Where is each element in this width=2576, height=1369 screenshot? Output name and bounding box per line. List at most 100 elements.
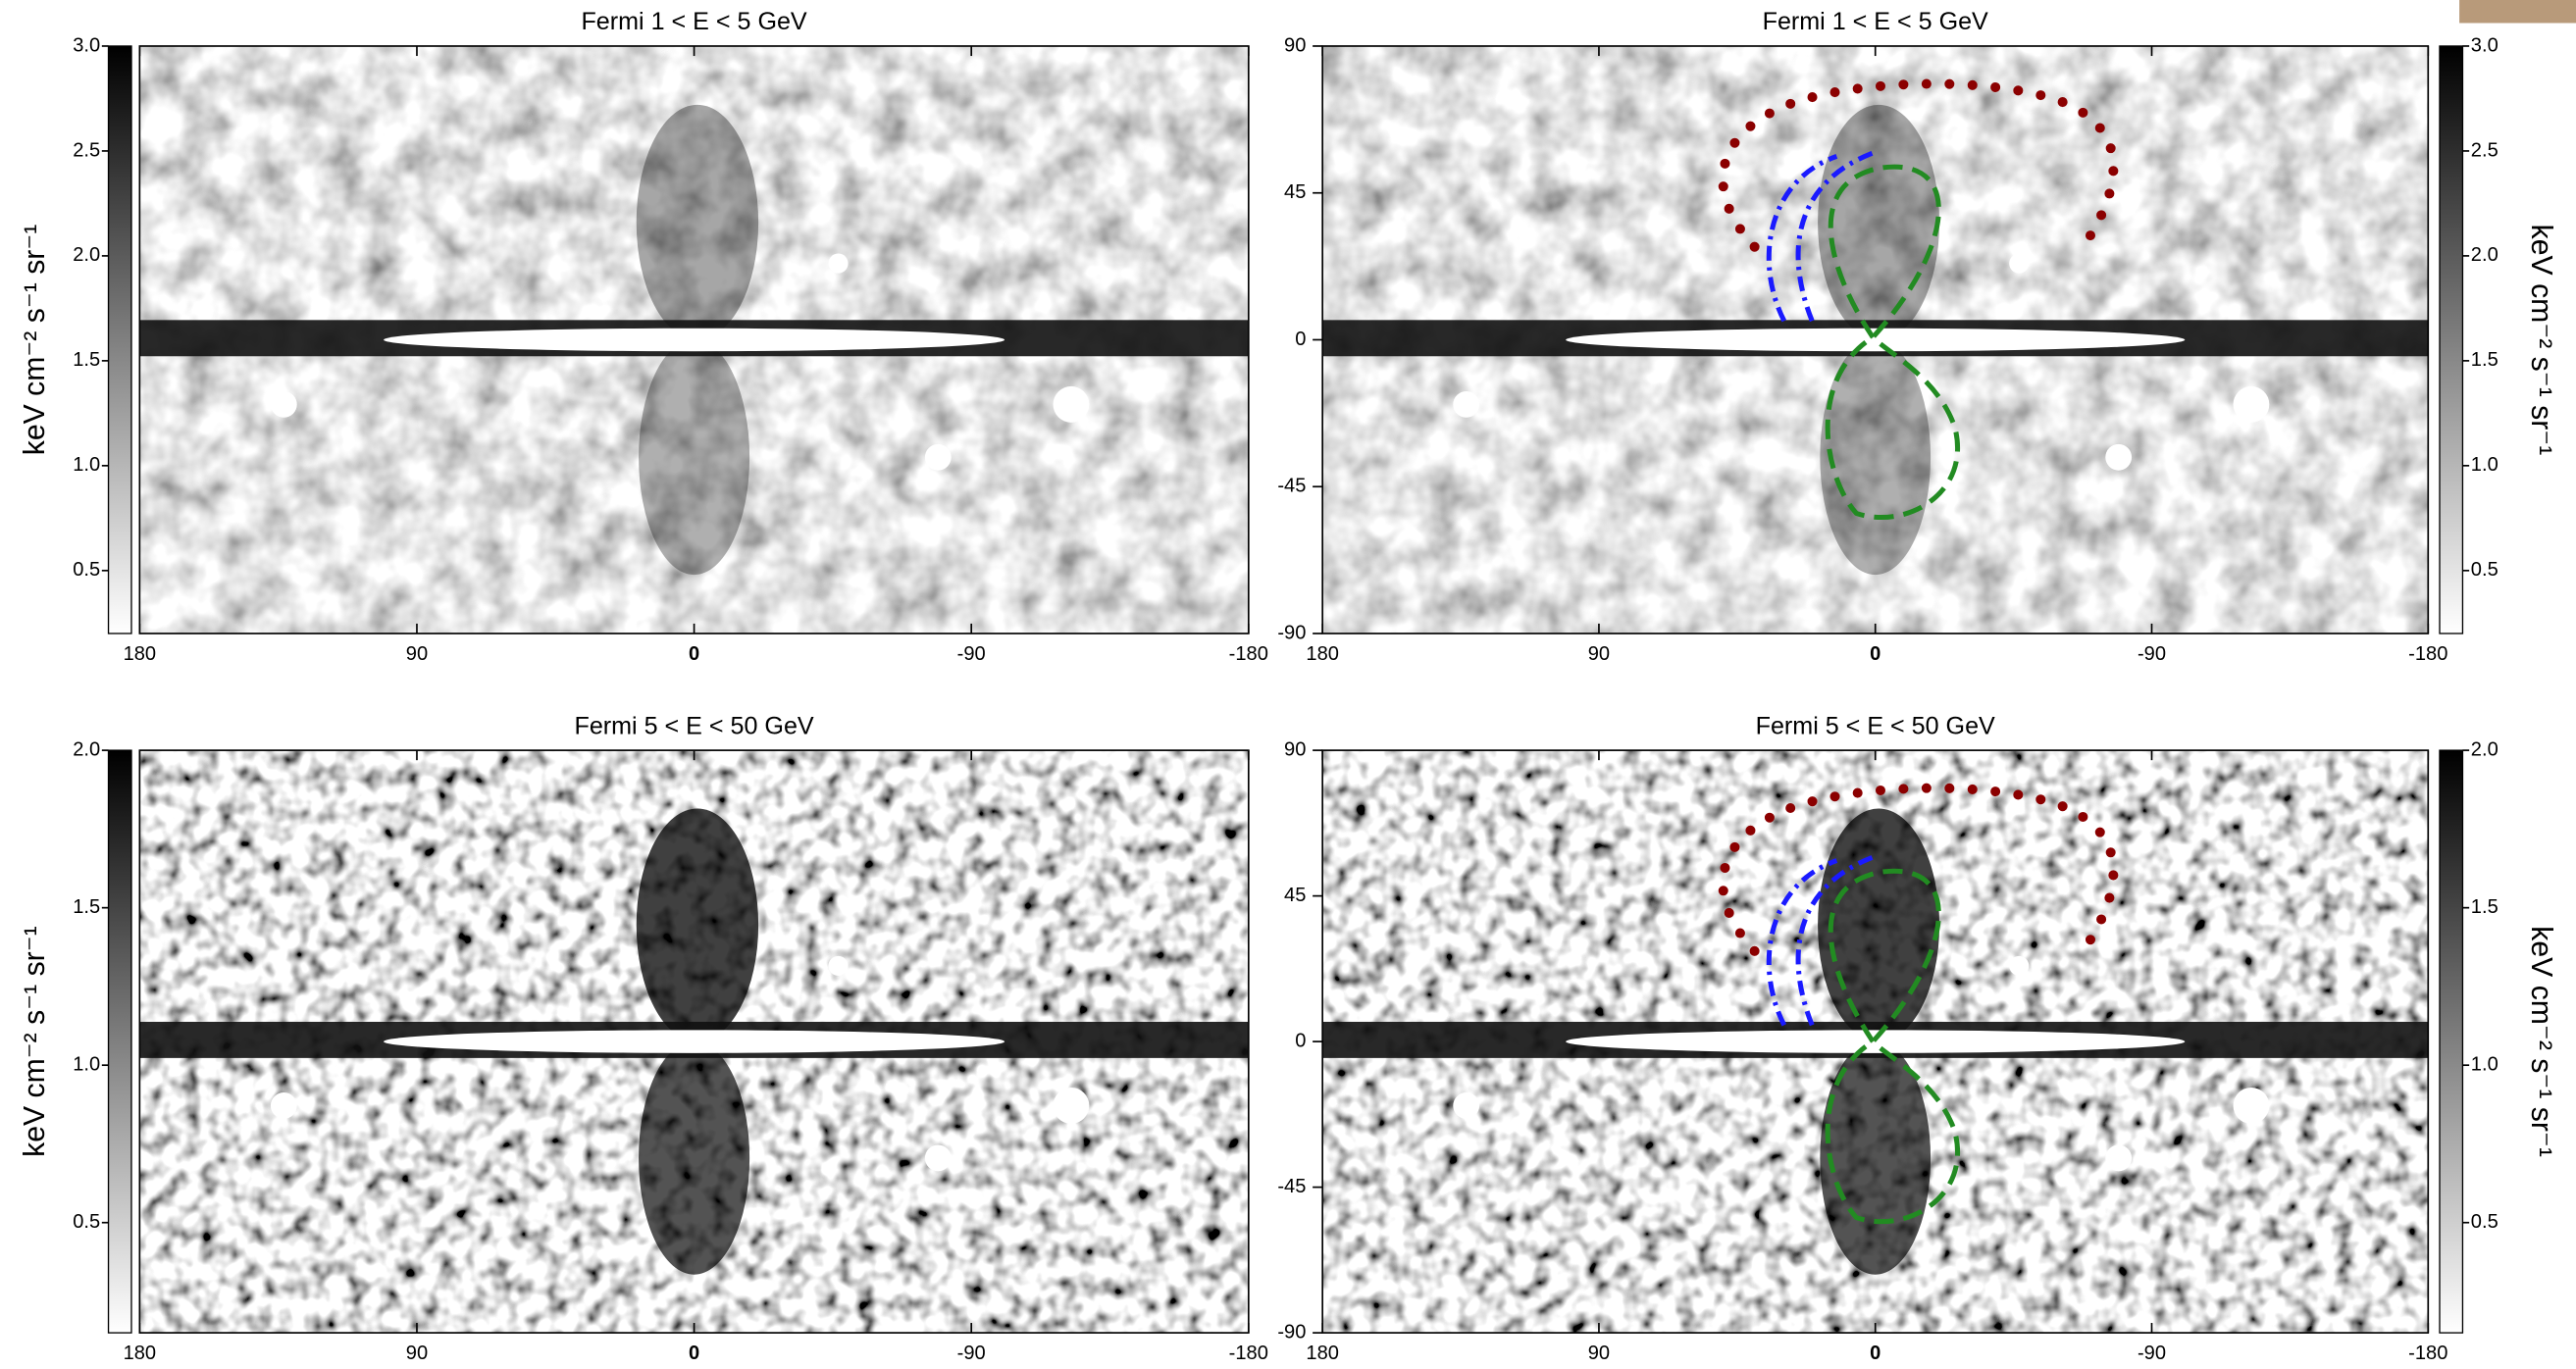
panel-title: Fermi 5 < E < 50 GeV xyxy=(1756,712,1995,739)
colorbar-tick-label: 2.0 xyxy=(2471,738,2499,760)
point-source xyxy=(2105,1144,2133,1172)
colorbar-tick-label: 1.5 xyxy=(73,349,100,371)
point-source xyxy=(924,443,952,471)
colorbar-tick-label: 0.5 xyxy=(73,1211,100,1233)
bubble-south xyxy=(639,1041,750,1275)
colorbar-tick-label: 2.0 xyxy=(73,244,100,266)
x-tick-label: 180 xyxy=(1306,643,1339,665)
colorbar-tick-label: 0.5 xyxy=(2471,1211,2499,1233)
x-tick-label: -180 xyxy=(2408,643,2447,665)
x-tick-label: 90 xyxy=(406,643,428,665)
panel-title: Fermi 1 < E < 5 GeV xyxy=(581,8,806,35)
colorbar-tick-label: 1.5 xyxy=(2471,896,2499,918)
sky-map xyxy=(1321,45,2430,634)
plane-core-line xyxy=(1598,334,2152,345)
plane-core-line xyxy=(416,334,972,345)
point-source xyxy=(1453,390,1480,418)
x-tick-label: -180 xyxy=(1229,643,1268,665)
corner-photo xyxy=(2459,0,2576,24)
outer-contour xyxy=(1718,783,2119,956)
sky-map xyxy=(138,749,1250,1334)
bubble-north xyxy=(636,104,759,340)
x-tick-label: 0 xyxy=(689,1343,699,1364)
colorbar-label: keV cm⁻² s⁻¹ sr⁻¹ xyxy=(2525,926,2557,1157)
point-source xyxy=(1453,1092,1480,1119)
x-tick-label: 180 xyxy=(124,643,157,665)
bubble-south xyxy=(1820,339,1932,576)
point-source xyxy=(270,1092,297,1119)
x-tick-label: -90 xyxy=(2138,1343,2166,1364)
inner-contour-2 xyxy=(1795,150,1875,323)
y-tick-label: 90 xyxy=(1284,34,1306,56)
point-source xyxy=(270,390,297,418)
point-source xyxy=(1053,1087,1090,1124)
colorbar-tick-label: 2.5 xyxy=(73,139,100,161)
colorbar-tick-label: 2.0 xyxy=(2471,244,2499,266)
x-tick-label: -90 xyxy=(957,643,986,665)
colorbar-label: keV cm⁻² s⁻¹ sr⁻¹ xyxy=(19,225,51,456)
point-source xyxy=(828,253,849,274)
bubble-south xyxy=(1820,1041,1932,1275)
x-tick-label: 180 xyxy=(1306,1343,1339,1364)
x-tick-label: -90 xyxy=(957,1343,986,1364)
x-tick-label: -90 xyxy=(2138,643,2166,665)
colorbar-tick-label: 0.5 xyxy=(73,559,100,581)
point-source xyxy=(924,1144,952,1172)
colorbar-tick-label: 3.0 xyxy=(2471,34,2499,56)
inner-contour-1 xyxy=(1766,154,1838,323)
y-tick-label: -90 xyxy=(1277,622,1306,643)
colorbar-tick-label: 1.5 xyxy=(2471,349,2499,371)
inner-contour-2 xyxy=(1795,854,1875,1027)
x-tick-label: 0 xyxy=(1870,643,1880,665)
inner-contour-1 xyxy=(1766,858,1838,1027)
y-tick-label: -45 xyxy=(1277,1176,1306,1197)
point-source xyxy=(2233,1087,2270,1124)
y-tick-label: 0 xyxy=(1295,1030,1306,1051)
y-tick-label: 45 xyxy=(1284,885,1306,906)
colorbar xyxy=(107,749,132,1334)
panel-title: Fermi 5 < E < 50 GeV xyxy=(574,712,813,739)
sky-map xyxy=(138,45,1250,634)
colorbar xyxy=(107,45,132,634)
map-image xyxy=(1322,45,2429,634)
bubble-south xyxy=(639,339,750,576)
y-tick-label: 90 xyxy=(1284,738,1306,760)
point-source xyxy=(2009,955,2030,976)
y-tick-label: 45 xyxy=(1284,181,1306,203)
point-source xyxy=(2233,385,2270,423)
y-tick-label: 0 xyxy=(1295,329,1306,350)
colorbar xyxy=(2439,45,2464,634)
x-tick-label: 0 xyxy=(689,643,699,665)
x-tick-label: 180 xyxy=(124,1343,157,1364)
colorbar xyxy=(2439,749,2464,1334)
colorbar-tick-label: 1.0 xyxy=(73,454,100,476)
bubble-north xyxy=(1818,104,1940,340)
colorbar-label: keV cm⁻² s⁻¹ sr⁻¹ xyxy=(2525,225,2557,456)
colorbar-tick-label: 2.5 xyxy=(2471,139,2499,161)
colorbar-tick-label: 1.0 xyxy=(2471,1053,2499,1075)
point-source xyxy=(828,955,849,976)
x-tick-label: 90 xyxy=(1588,1343,1610,1364)
map-image xyxy=(139,45,1249,634)
x-tick-label: 90 xyxy=(1588,643,1610,665)
x-tick-label: -180 xyxy=(2408,1343,2447,1364)
colorbar-tick-label: 3.0 xyxy=(73,34,100,56)
plane-core-line xyxy=(416,1037,972,1047)
contour-overlays xyxy=(1718,783,2119,1225)
panel-title: Fermi 1 < E < 5 GeV xyxy=(1763,8,1988,35)
colorbar-tick-label: 1.0 xyxy=(73,1053,100,1075)
colorbar-tick-label: 1.0 xyxy=(2471,454,2499,476)
x-tick-label: 0 xyxy=(1870,1343,1880,1364)
map-image xyxy=(139,750,1249,1334)
bubble-north xyxy=(1818,808,1940,1042)
contour-overlays xyxy=(1718,78,2119,520)
colorbar-tick-label: 1.5 xyxy=(73,896,100,918)
bubble-north xyxy=(636,808,759,1042)
colorbar-tick-label: 2.0 xyxy=(73,738,100,760)
outer-contour xyxy=(1718,78,2119,252)
point-source xyxy=(2105,443,2133,471)
y-tick-label: -90 xyxy=(1277,1321,1306,1343)
colorbar-tick-label: 0.5 xyxy=(2471,559,2499,581)
x-tick-label: -180 xyxy=(1229,1343,1268,1364)
